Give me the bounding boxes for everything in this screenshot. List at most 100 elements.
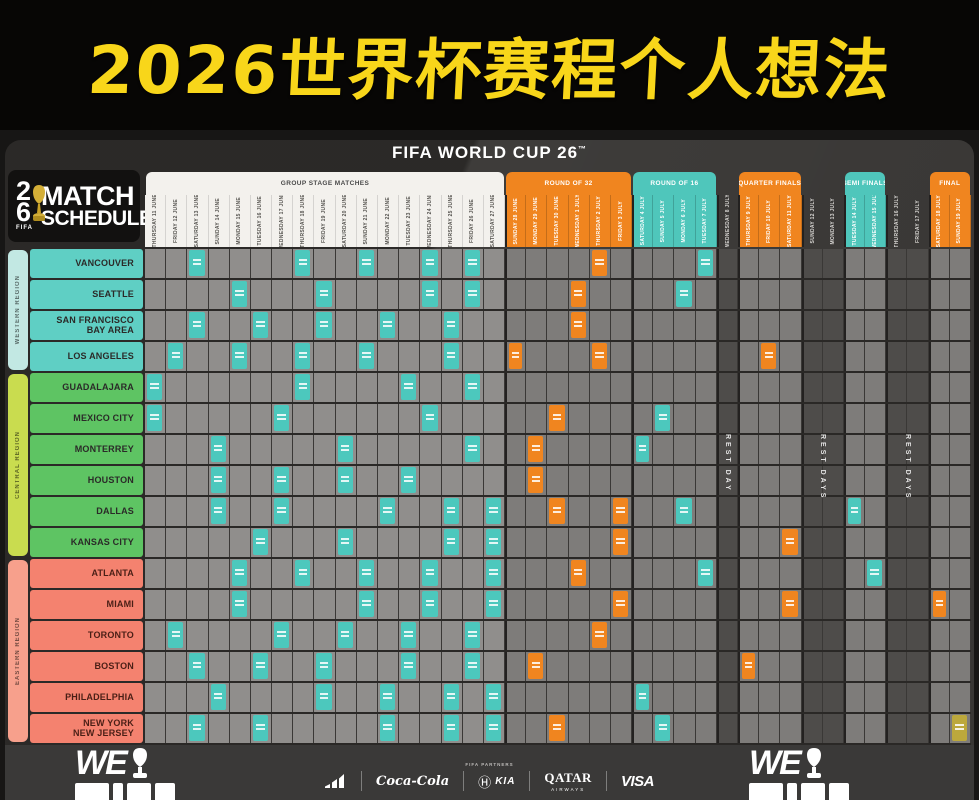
day-cell: [420, 559, 442, 588]
match-block: [443, 529, 459, 555]
day-cell: [695, 373, 717, 402]
day-cell: [759, 652, 781, 681]
day-cell: [801, 590, 823, 619]
match-block: [697, 250, 713, 276]
fifa-wordmark: FIFA: [16, 225, 33, 232]
day-cell: [928, 559, 950, 588]
match-block: [485, 498, 502, 524]
day-cell: [420, 249, 442, 278]
day-cell: [589, 466, 611, 495]
grid-row: [145, 466, 971, 497]
day-cell: [780, 528, 802, 557]
day-cell: [865, 466, 887, 495]
day-cell: [399, 311, 421, 340]
grid-row: [145, 497, 971, 528]
day-cell: [822, 404, 844, 433]
grid-row: [145, 528, 971, 559]
day-cell: [928, 714, 950, 743]
day-cell: [886, 249, 908, 278]
day-cell: [674, 311, 696, 340]
day-cell: [632, 559, 654, 588]
day-cell: [229, 249, 251, 278]
day-cell: [250, 621, 273, 650]
match-block: [316, 281, 332, 307]
city-row-label: MEXICO CITY: [30, 404, 143, 433]
day-cell: [843, 714, 866, 743]
match-block: [401, 467, 417, 493]
day-cell: [801, 311, 823, 340]
day-cell: [653, 528, 675, 557]
day-cell: [441, 683, 463, 712]
day-cell: [166, 652, 188, 681]
day-cell: [716, 497, 739, 526]
we26-logo-right: WE: [749, 746, 919, 800]
day-cell: [377, 249, 400, 278]
day-cell: [674, 497, 696, 526]
day-cell: [759, 435, 781, 464]
day-cell: [695, 528, 717, 557]
day-cell: [505, 683, 527, 712]
day-cell: [377, 342, 400, 371]
day-cell: [335, 404, 357, 433]
day-cell: [335, 528, 357, 557]
day-cell: [272, 528, 294, 557]
match-block: [274, 498, 290, 524]
day-cell: [653, 559, 675, 588]
match-block: [636, 684, 650, 710]
knockout-match-block: [528, 436, 544, 462]
day-cell: [208, 621, 230, 650]
date-col-header: MONDAY 6 JULY: [674, 195, 696, 247]
day-cell: [928, 683, 950, 712]
day-cell: [399, 590, 421, 619]
day-cell: [250, 714, 273, 743]
day-cell: [229, 683, 251, 712]
day-cell: [377, 652, 400, 681]
match-block: [485, 591, 502, 617]
day-cell: [314, 311, 336, 340]
day-cell: [610, 466, 633, 495]
day-cell: [272, 373, 294, 402]
day-cell: [822, 342, 844, 371]
match-block: [676, 281, 692, 307]
match-block: [867, 560, 883, 586]
phase-tab-r32: ROUND OF 32: [506, 172, 632, 195]
day-cell: [356, 528, 378, 557]
day-cell: [208, 683, 230, 712]
day-cell: [208, 466, 230, 495]
day-cell: [738, 590, 760, 619]
knockout-match-block: [782, 529, 798, 555]
day-cell: [356, 435, 378, 464]
day-cell: [462, 280, 484, 309]
day-cell: [356, 652, 378, 681]
day-cell: [441, 714, 463, 743]
day-cell: [716, 590, 739, 619]
we26-text: WE: [749, 744, 802, 782]
city-row-label: KANSAS CITY: [30, 528, 143, 557]
match-block: [676, 498, 692, 524]
day-cell: [695, 590, 717, 619]
date-col-header: THURSDAY 2 JULY: [589, 195, 611, 247]
day-cell: [801, 497, 823, 526]
day-cell: [526, 466, 548, 495]
match-block: [316, 312, 332, 338]
day-cell: [293, 249, 315, 278]
day-cell: [187, 621, 209, 650]
qatar-wordmark: QATAR: [544, 769, 592, 785]
day-cell: [272, 280, 294, 309]
day-cell: [377, 466, 400, 495]
day-cell: [166, 621, 188, 650]
day-cell: [738, 528, 760, 557]
day-cell: [293, 528, 315, 557]
match-block: [485, 684, 502, 710]
day-cell: [314, 683, 336, 712]
day-cell: [716, 404, 739, 433]
day-cell: [653, 404, 675, 433]
day-cell: [314, 714, 336, 743]
phase-tabs-row: GROUP STAGE MATCHES ROUND OF 32 ROUND OF 1…: [145, 172, 971, 195]
day-cell: [399, 559, 421, 588]
grid-row: [145, 249, 971, 280]
day-cell: [822, 466, 844, 495]
day-cell: [738, 497, 760, 526]
day-cell: [610, 528, 633, 557]
day-cell: [293, 466, 315, 495]
